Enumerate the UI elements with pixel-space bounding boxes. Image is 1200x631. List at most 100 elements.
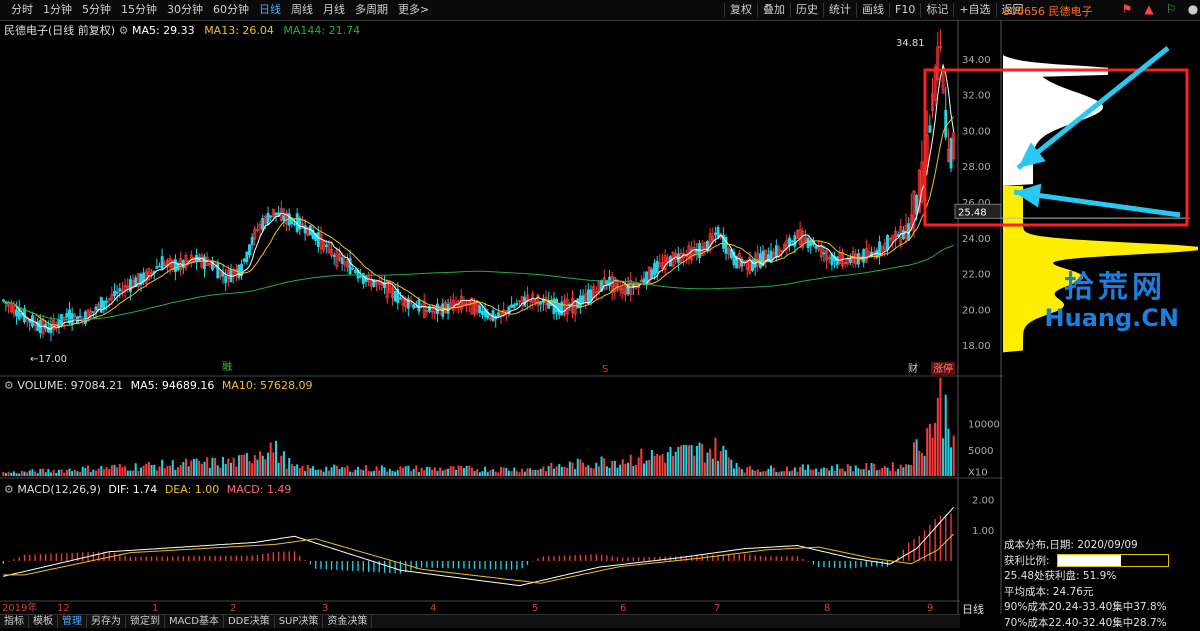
volume-bar — [264, 459, 266, 476]
volume-bar — [635, 465, 637, 476]
candle-body — [95, 307, 97, 310]
volume-bar — [204, 462, 206, 476]
current-price-label: 25.48 — [958, 207, 987, 218]
volume-bar — [362, 470, 364, 476]
candle-body — [481, 311, 483, 314]
candle-body — [696, 250, 698, 252]
volume-bar — [246, 453, 248, 476]
candle-body — [116, 292, 118, 294]
indicator-tab-6[interactable]: DDE决策 — [224, 615, 275, 628]
indicator-tab-2[interactable]: 管理 — [58, 615, 87, 628]
volume-bar — [397, 470, 399, 476]
price-tick-7: 20.00 — [962, 305, 991, 316]
volume-tick-0: 10000 — [968, 420, 1000, 431]
volume-bar — [640, 449, 642, 476]
volume-bar — [267, 453, 269, 476]
volume-bar — [299, 468, 301, 476]
volume-bar — [879, 470, 881, 476]
volume-bar — [738, 467, 740, 476]
volume-bar — [153, 465, 155, 476]
volume-bar — [778, 472, 780, 476]
volume-bar — [789, 471, 791, 476]
margin-marker: 融 — [222, 361, 232, 373]
volume-bar — [434, 467, 436, 476]
volume-bar — [381, 466, 383, 476]
candles — [2, 29, 955, 341]
volume-bar — [87, 466, 89, 476]
volume-bar — [521, 469, 523, 476]
candle-body — [418, 300, 420, 311]
volume-bar — [590, 468, 592, 476]
candle-body — [413, 305, 415, 308]
volume-bar — [624, 464, 626, 476]
price-tick-5: 24.00 — [962, 234, 991, 245]
indicator-tab-1[interactable]: 模板 — [29, 615, 58, 628]
volume-bar — [519, 472, 521, 476]
volume-bar — [42, 469, 44, 476]
candle-body — [267, 213, 269, 224]
volume-bar — [876, 470, 878, 476]
candle-body — [815, 246, 817, 249]
indicator-tab-0[interactable]: 指标 — [0, 615, 29, 628]
volume-bar — [148, 462, 150, 476]
volume-bar — [516, 471, 518, 476]
volume-bar — [190, 460, 192, 476]
cost-70: 70%成本22.40-32.40集中28.7% — [1004, 616, 1196, 631]
volume-bar — [910, 465, 912, 476]
indicator-tab-7[interactable]: SUP决策 — [275, 615, 324, 628]
candle-body — [775, 246, 777, 258]
candle-body — [836, 257, 838, 265]
price-tick-3: 28.00 — [962, 162, 991, 173]
volume-bar — [460, 466, 462, 476]
candle-body — [513, 305, 515, 308]
volume-bar — [804, 470, 806, 476]
candle-body — [68, 310, 70, 323]
volume-bar — [320, 470, 322, 476]
volume-bar — [360, 469, 362, 476]
candle-body — [246, 252, 248, 262]
avg-cost: 平均成本: 24.76元 — [1004, 585, 1196, 601]
volume-bar — [61, 469, 63, 476]
candle-body — [863, 249, 865, 262]
volume-bar — [243, 455, 245, 476]
candle-body — [394, 291, 396, 301]
indicator-tab-5[interactable]: MACD基本 — [165, 615, 224, 628]
low-price-label: ←17.00 — [30, 354, 67, 365]
candle-body — [79, 316, 81, 317]
indicator-tab-8[interactable]: 资金决策 — [323, 615, 372, 628]
volume-bar — [230, 463, 232, 476]
volume-bar — [564, 467, 566, 476]
volume-bar — [399, 466, 401, 476]
candle-body — [916, 195, 918, 214]
volume-bar — [164, 468, 166, 476]
volume-bar — [847, 464, 849, 476]
volume-bar — [609, 468, 611, 476]
volume-bar — [309, 468, 311, 476]
candle-body — [886, 235, 888, 249]
date-tick-0: 2019年 — [2, 601, 37, 614]
volume-bar — [908, 465, 910, 476]
ma13-line — [3, 117, 953, 326]
volume-bar — [370, 472, 372, 476]
indicator-tab-3[interactable]: 另存为 — [87, 615, 126, 628]
volume-bar — [619, 465, 621, 476]
volume-bar — [548, 466, 550, 476]
volume-bar — [188, 466, 190, 476]
candle-body — [788, 238, 790, 245]
volume-bar — [344, 467, 346, 476]
volume-bar — [852, 471, 854, 476]
candle-body — [524, 297, 526, 306]
volume-bar — [391, 471, 393, 476]
volume-bar — [452, 466, 454, 476]
candle-body — [579, 296, 581, 307]
indicator-tab-4[interactable]: 锁定到 — [126, 615, 165, 628]
volume-bar — [513, 468, 515, 476]
volume-bar — [582, 463, 584, 476]
volume-bar — [333, 465, 335, 476]
volume-bar — [233, 458, 235, 476]
period-label[interactable]: 日线 — [962, 601, 984, 617]
volume-bar — [931, 438, 933, 476]
volume-bar — [468, 466, 470, 476]
candle-body — [807, 238, 809, 247]
profit-value: 57.8% — [1130, 553, 1162, 569]
